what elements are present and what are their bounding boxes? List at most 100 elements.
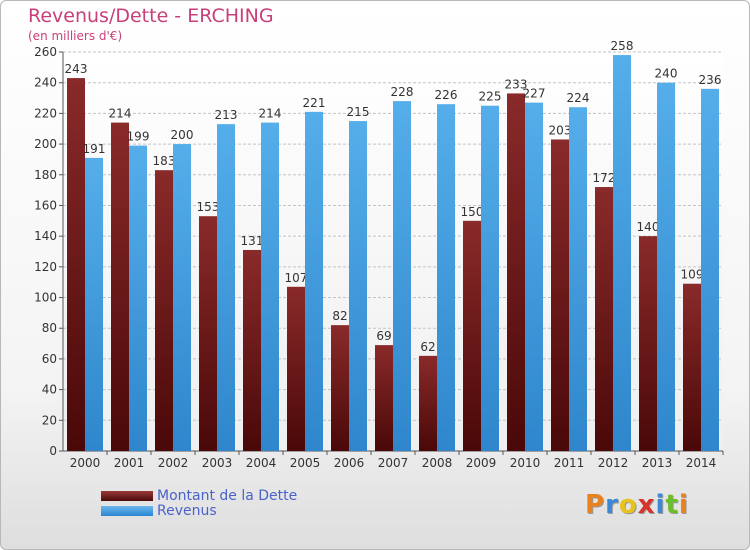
bar-dette <box>243 249 261 451</box>
y-tick-label: 120 <box>34 260 57 274</box>
y-tick-label: 220 <box>34 106 57 120</box>
proxiti-logo: Proxiti <box>585 490 689 520</box>
x-tick-label: 2008 <box>422 456 453 470</box>
bar-revenus <box>173 144 191 452</box>
logo-letter: i <box>678 490 689 520</box>
data-label-dette: 69 <box>376 329 391 343</box>
y-tick-label: 100 <box>34 291 57 305</box>
data-label-dette: 107 <box>285 271 308 285</box>
legend: Montant de la Dette Revenus <box>101 487 298 519</box>
data-label-revenus: 214 <box>259 107 282 121</box>
bar-revenus <box>569 107 587 451</box>
x-tick-label: 2002 <box>158 456 189 470</box>
bar-dette <box>639 236 657 451</box>
bar-dette <box>507 93 525 451</box>
bar-dette <box>463 220 481 451</box>
x-tick-label: 2001 <box>114 456 145 470</box>
logo-letter: o <box>618 490 638 520</box>
x-tick-label: 2007 <box>378 456 409 470</box>
y-tick-label: 160 <box>34 198 57 212</box>
legend-swatch-dette <box>101 490 153 501</box>
y-tick-label: 260 <box>34 45 57 59</box>
x-tick-label: 2004 <box>246 456 277 470</box>
bar-dette <box>683 283 701 451</box>
data-label-dette: 109 <box>681 268 704 282</box>
bar-revenus <box>613 55 631 452</box>
bar-revenus <box>701 88 719 451</box>
legend-label-revenus: Revenus <box>157 502 217 519</box>
legend-swatch-revenus <box>101 505 153 516</box>
chart-subtitle: (en milliers d'€) <box>28 29 123 43</box>
bar-revenus <box>481 105 499 451</box>
bar-dette <box>155 170 173 451</box>
data-label-revenus: 191 <box>83 142 106 156</box>
data-label-revenus: 227 <box>523 87 546 101</box>
data-label-dette: 243 <box>65 62 88 76</box>
bar-dette <box>331 325 349 451</box>
bar-dette <box>419 355 437 451</box>
bar-revenus <box>85 157 103 451</box>
data-label-revenus: 215 <box>347 105 370 119</box>
y-tick-label: 200 <box>34 137 57 151</box>
bar-revenus <box>129 145 147 451</box>
legend-label-dette: Montant de la Dette <box>157 487 298 504</box>
data-label-dette: 62 <box>420 340 435 354</box>
data-label-dette: 131 <box>241 234 264 248</box>
logo-letter: r <box>605 490 619 520</box>
logo-letter: P <box>585 490 606 520</box>
data-label-revenus: 200 <box>171 128 194 142</box>
y-tick-label: 240 <box>34 76 57 90</box>
data-label-revenus: 199 <box>127 130 150 144</box>
x-tick-label: 2011 <box>554 456 585 470</box>
data-label-dette: 140 <box>637 220 660 234</box>
bar-revenus <box>393 101 411 451</box>
y-tick-label: 140 <box>34 229 57 243</box>
data-label-revenus: 228 <box>391 85 414 99</box>
bar-dette <box>67 78 85 451</box>
logo-letter: t <box>665 490 679 520</box>
data-label-revenus: 236 <box>699 73 722 87</box>
data-label-revenus: 226 <box>435 88 458 102</box>
logo-letter: x <box>637 490 656 520</box>
x-tick-label: 2000 <box>70 456 101 470</box>
x-tick-label: 2009 <box>466 456 497 470</box>
y-tick-label: 80 <box>42 321 57 335</box>
legend-item-dette: Montant de la Dette <box>101 487 298 504</box>
data-label-dette: 233 <box>505 77 528 91</box>
x-tick-label: 2013 <box>642 456 673 470</box>
bar-dette <box>287 286 305 451</box>
data-label-dette: 82 <box>332 309 347 323</box>
x-tick-label: 2006 <box>334 456 365 470</box>
data-label-revenus: 224 <box>567 91 590 105</box>
data-label-dette: 172 <box>593 171 616 185</box>
legend-item-revenus: Revenus <box>101 502 297 519</box>
bar-revenus <box>349 121 367 452</box>
x-tick-label: 2010 <box>510 456 541 470</box>
bar-revenus <box>437 104 455 451</box>
data-label-dette: 153 <box>197 200 220 214</box>
data-label-dette: 214 <box>109 107 132 121</box>
data-label-revenus: 213 <box>215 108 238 122</box>
bar-revenus <box>305 111 323 451</box>
x-tick-label: 2014 <box>686 456 717 470</box>
bar-revenus <box>657 82 675 451</box>
y-tick-label: 20 <box>42 413 57 427</box>
data-label-dette: 150 <box>461 205 484 219</box>
x-tick-label: 2003 <box>202 456 233 470</box>
data-label-dette: 203 <box>549 123 572 137</box>
bar-revenus <box>525 102 543 452</box>
bar-dette <box>551 139 569 451</box>
data-label-revenus: 221 <box>303 96 326 110</box>
logo-letter: i <box>655 490 666 520</box>
data-label-dette: 183 <box>153 154 176 168</box>
x-tick-label: 2012 <box>598 456 629 470</box>
data-label-revenus: 225 <box>479 90 502 104</box>
bar-dette <box>375 345 393 451</box>
y-tick-label: 0 <box>49 444 57 458</box>
data-label-revenus: 240 <box>655 67 678 81</box>
x-tick-label: 2005 <box>290 456 321 470</box>
y-tick-label: 180 <box>34 168 57 182</box>
chart-title: Revenus/Dette - ERCHING <box>28 5 274 27</box>
